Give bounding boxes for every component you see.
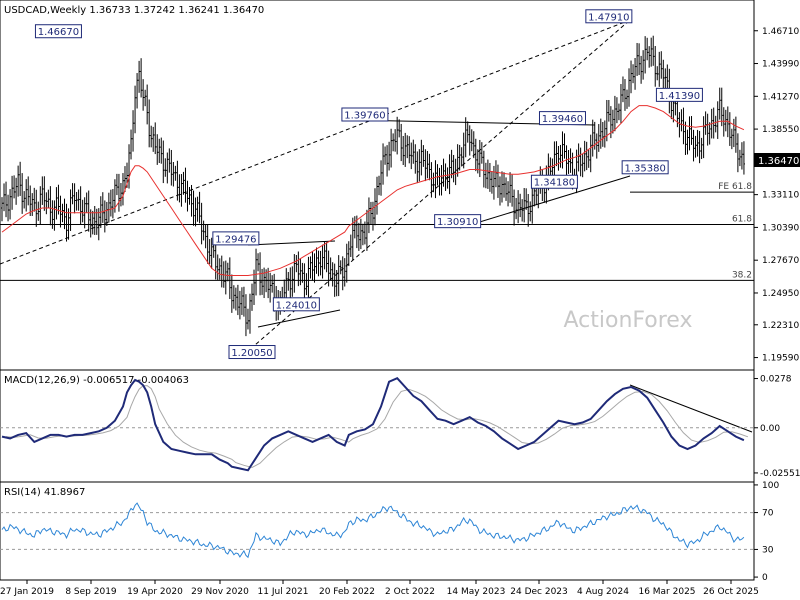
price-label: 1.35380 xyxy=(624,163,665,174)
price-ytick-label: 1.27670 xyxy=(762,256,799,266)
macd-title: MACD(12,26,9) -0.006517 -0.004063 xyxy=(4,375,189,386)
price-label-box xyxy=(530,174,578,189)
price-label: 1.39460 xyxy=(542,114,583,125)
macd-trendline xyxy=(629,384,753,433)
price-ytick-label: 1.38550 xyxy=(762,125,799,135)
x-tick-label: 24 Dec 2023 xyxy=(510,587,568,597)
price-ytick-label: 1.46710 xyxy=(762,27,799,37)
price-label: 1.30910 xyxy=(437,217,478,228)
rising-support-line xyxy=(459,175,631,229)
x-tick-label: 27 Jan 2019 xyxy=(0,587,54,597)
x-tick-label: 4 Aug 2024 xyxy=(577,587,629,597)
macd-line xyxy=(1,376,745,472)
fib-level-label: FE 61.8 xyxy=(718,182,752,192)
x-tick-label: 29 Nov 2020 xyxy=(191,587,249,597)
price-label-box xyxy=(538,111,586,126)
last-price-tag-box xyxy=(754,153,800,167)
last-price-tag: 1.36470 xyxy=(758,156,799,167)
x-tick-label: 2 Oct 2022 xyxy=(385,587,435,597)
rsi-line xyxy=(1,502,745,559)
x-tick-label: 14 May 2023 xyxy=(447,587,506,597)
triangle-top-line xyxy=(247,240,336,246)
chart-title: USDCAD,Weekly 1.36733 1.37242 1.36241 1.… xyxy=(4,5,264,16)
price-label: 1.24010 xyxy=(276,300,317,311)
x-tick-label: 19 Apr 2020 xyxy=(127,587,183,597)
price-label: 1.20050 xyxy=(231,348,272,359)
rsi-ytick-label: 100 xyxy=(762,481,779,491)
price-label-box xyxy=(272,297,320,312)
price-label-box xyxy=(434,214,482,229)
price-ytick-label: 1.30390 xyxy=(762,223,799,233)
price-label: 1.47910 xyxy=(588,12,629,23)
macd-ytick-label: 0.0278 xyxy=(760,375,792,385)
fib-level-label: 61.8 xyxy=(732,215,752,225)
price-label: 1.39760 xyxy=(344,111,385,122)
watermark: ActionForex xyxy=(564,308,693,333)
price-label: 1.46670 xyxy=(38,27,79,38)
x-tick-label: 16 Mar 2025 xyxy=(638,587,695,597)
price-label: 1.41390 xyxy=(659,91,700,102)
price-ytick-label: 1.33110 xyxy=(762,191,799,201)
rsi-ytick-label: 70 xyxy=(762,509,774,519)
price-label-box xyxy=(34,24,82,39)
rsi-ytick-label: 0 xyxy=(762,573,768,583)
price-ytick-label: 1.19590 xyxy=(762,354,799,364)
x-tick-label: 8 Sep 2019 xyxy=(65,587,117,597)
price-label-box xyxy=(228,345,276,360)
price-ytick-label: 1.43990 xyxy=(762,60,799,70)
price-ytick-label: 1.24950 xyxy=(762,289,799,299)
price-ytick-label: 1.22310 xyxy=(762,321,799,331)
price-label-box xyxy=(212,231,260,246)
price-label-box xyxy=(621,160,669,175)
macd-ytick-label: -0.025511 xyxy=(760,469,800,479)
x-tick-label: 20 Feb 2022 xyxy=(319,587,375,597)
price-label-box xyxy=(655,87,703,102)
triangle-bottom-line xyxy=(257,309,341,328)
price-label: 1.29476 xyxy=(215,234,256,245)
price-label: 1.34180 xyxy=(534,178,575,189)
price-label-box xyxy=(585,9,633,24)
macd-signal-line xyxy=(5,385,749,469)
x-tick-label: 11 Jul 2021 xyxy=(258,587,309,597)
moving-average-line xyxy=(1,105,745,276)
rsi-title: RSI(14) 41.8967 xyxy=(4,487,85,498)
x-tick-label: 26 Oct 2025 xyxy=(703,587,759,597)
rsi-ytick-label: 30 xyxy=(762,545,774,555)
macd-ytick-label: 0.00 xyxy=(760,424,780,434)
price-label-box xyxy=(341,107,389,122)
price-ytick-label: 1.41270 xyxy=(762,92,799,102)
fib-level-label: 38.2 xyxy=(732,270,752,280)
rsi-panel-frame xyxy=(0,481,755,581)
